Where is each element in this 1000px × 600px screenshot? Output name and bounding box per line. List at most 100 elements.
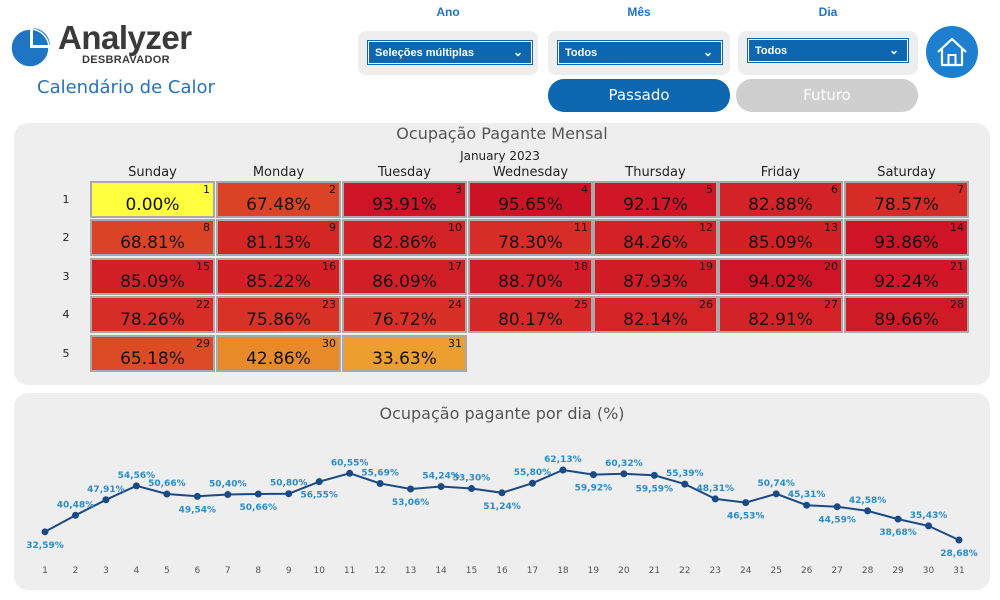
dropdown-dia-value: Todos (755, 45, 788, 57)
x-tick-label: 10 (313, 566, 325, 576)
data-point[interactable] (650, 471, 658, 479)
data-label: 55,69% (361, 468, 399, 478)
calendar-day-cell[interactable]: 1 0.00% (90, 181, 215, 218)
data-point[interactable] (681, 480, 689, 488)
data-label: 53,30% (453, 473, 491, 483)
x-tick-label: 6 (194, 566, 200, 576)
occupancy-percent: 93.86% (874, 233, 939, 253)
data-point[interactable] (955, 536, 963, 544)
data-point[interactable] (102, 496, 110, 504)
data-point[interactable] (864, 507, 872, 515)
data-point[interactable] (254, 490, 262, 498)
calendar-day-cell[interactable]: 18 88.70% (468, 258, 593, 295)
calendar-day-cell[interactable]: 20 94.02% (718, 258, 843, 295)
data-point[interactable] (315, 478, 323, 486)
calendar-day-cell[interactable]: 14 93.86% (844, 219, 969, 256)
past-button[interactable]: Passado (548, 79, 730, 112)
calendar-day-cell[interactable]: 2 67.48% (216, 181, 341, 218)
data-label: 59,59% (636, 484, 674, 494)
occupancy-percent: 82.14% (623, 310, 688, 330)
data-point[interactable] (620, 470, 628, 478)
calendar-day-cell[interactable]: 24 76.72% (342, 296, 467, 333)
data-point[interactable] (224, 491, 232, 499)
data-point[interactable] (71, 511, 79, 519)
data-point[interactable] (498, 489, 506, 497)
x-tick-label: 9 (286, 566, 292, 576)
calendar-day-cell[interactable]: 5 92.17% (593, 181, 718, 218)
occupancy-percent: 78.30% (498, 233, 563, 253)
data-label: 50,74% (757, 479, 795, 489)
calendar-day-cell[interactable]: 23 75.86% (216, 296, 341, 333)
calendar-day-cell[interactable]: 29 65.18% (90, 335, 215, 372)
pie-chart-logo-icon (10, 28, 50, 68)
calendar-day-cell[interactable]: 3 93.91% (342, 181, 467, 218)
x-tick-label: 19 (588, 566, 600, 576)
dropdown-ano[interactable]: Seleções múltiplas ⌄ (367, 40, 533, 65)
calendar-day-cell[interactable]: 15 85.09% (90, 258, 215, 295)
data-point[interactable] (559, 466, 567, 474)
calendar-day-cell[interactable]: 19 87.93% (593, 258, 718, 295)
data-label: 56,55% (300, 491, 338, 501)
calendar-day-cell[interactable]: 13 85.09% (718, 219, 843, 256)
home-button[interactable] (926, 26, 978, 78)
data-label: 50,66% (148, 479, 186, 489)
data-point[interactable] (132, 482, 140, 490)
calendar-day-cell[interactable]: 11 78.30% (468, 219, 593, 256)
data-point[interactable] (163, 490, 171, 498)
data-point[interactable] (407, 485, 415, 493)
data-point[interactable] (528, 479, 536, 487)
calendar-day-cell[interactable]: 17 86.09% (342, 258, 467, 295)
calendar-day-cell[interactable]: 6 82.88% (718, 181, 843, 218)
data-point[interactable] (346, 469, 354, 477)
calendar-day-cell[interactable]: 27 82.91% (718, 296, 843, 333)
day-number: 11 (574, 221, 588, 234)
data-point[interactable] (468, 484, 476, 492)
occupancy-percent: 82.86% (372, 233, 437, 253)
filter-box-dia: Todos ⌄ (738, 31, 918, 75)
filter-box-mes: Todos ⌄ (548, 31, 730, 75)
calendar-day-cell[interactable]: 16 85.22% (216, 258, 341, 295)
data-point[interactable] (742, 499, 750, 507)
calendar-day-cell[interactable]: 31 33.63% (342, 335, 467, 372)
calendar-day-cell[interactable]: 26 82.14% (593, 296, 718, 333)
data-point[interactable] (285, 490, 293, 498)
future-button[interactable]: Futuro (736, 79, 918, 112)
data-point[interactable] (711, 495, 719, 503)
calendar-day-cell[interactable]: 4 95.65% (468, 181, 593, 218)
data-point[interactable] (193, 492, 201, 500)
data-point[interactable] (772, 490, 780, 498)
day-number: 28 (950, 298, 964, 311)
dropdown-mes[interactable]: Todos ⌄ (557, 40, 723, 65)
x-tick-label: 30 (923, 566, 935, 576)
calendar-day-cell[interactable]: 21 92.24% (844, 258, 969, 295)
data-label: 53,06% (392, 498, 430, 508)
calendar-day-cell[interactable]: 22 78.26% (90, 296, 215, 333)
occupancy-percent: 65.18% (120, 349, 185, 369)
filter-label-ano: Ano (436, 5, 460, 19)
dropdown-dia[interactable]: Todos ⌄ (747, 38, 909, 63)
data-point[interactable] (589, 471, 597, 479)
data-point[interactable] (41, 528, 49, 536)
data-point[interactable] (803, 501, 811, 509)
calendar-day-cell[interactable]: 12 84.26% (593, 219, 718, 256)
weekday-header: Tuesday (378, 165, 431, 180)
calendar-day-cell[interactable]: 7 78.57% (844, 181, 969, 218)
week-number: 3 (62, 270, 70, 283)
calendar-day-cell[interactable]: 10 82.86% (342, 219, 467, 256)
data-point[interactable] (437, 483, 445, 491)
calendar-day-cell[interactable]: 28 89.66% (844, 296, 969, 333)
calendar-day-cell[interactable]: 30 42.86% (216, 335, 341, 372)
calendar-day-cell[interactable]: 25 80.17% (468, 296, 593, 333)
data-point[interactable] (833, 503, 841, 511)
data-label: 54,24% (422, 472, 460, 482)
x-tick-label: 24 (740, 566, 752, 576)
data-point[interactable] (376, 479, 384, 487)
x-tick-label: 16 (496, 566, 508, 576)
data-point[interactable] (925, 522, 933, 530)
data-point[interactable] (894, 515, 902, 523)
logo-name: Analyzer (58, 19, 192, 56)
day-number: 20 (824, 260, 838, 273)
data-label: 50,40% (209, 480, 247, 490)
calendar-day-cell[interactable]: 9 81.13% (216, 219, 341, 256)
calendar-day-cell[interactable]: 8 68.81% (90, 219, 215, 256)
